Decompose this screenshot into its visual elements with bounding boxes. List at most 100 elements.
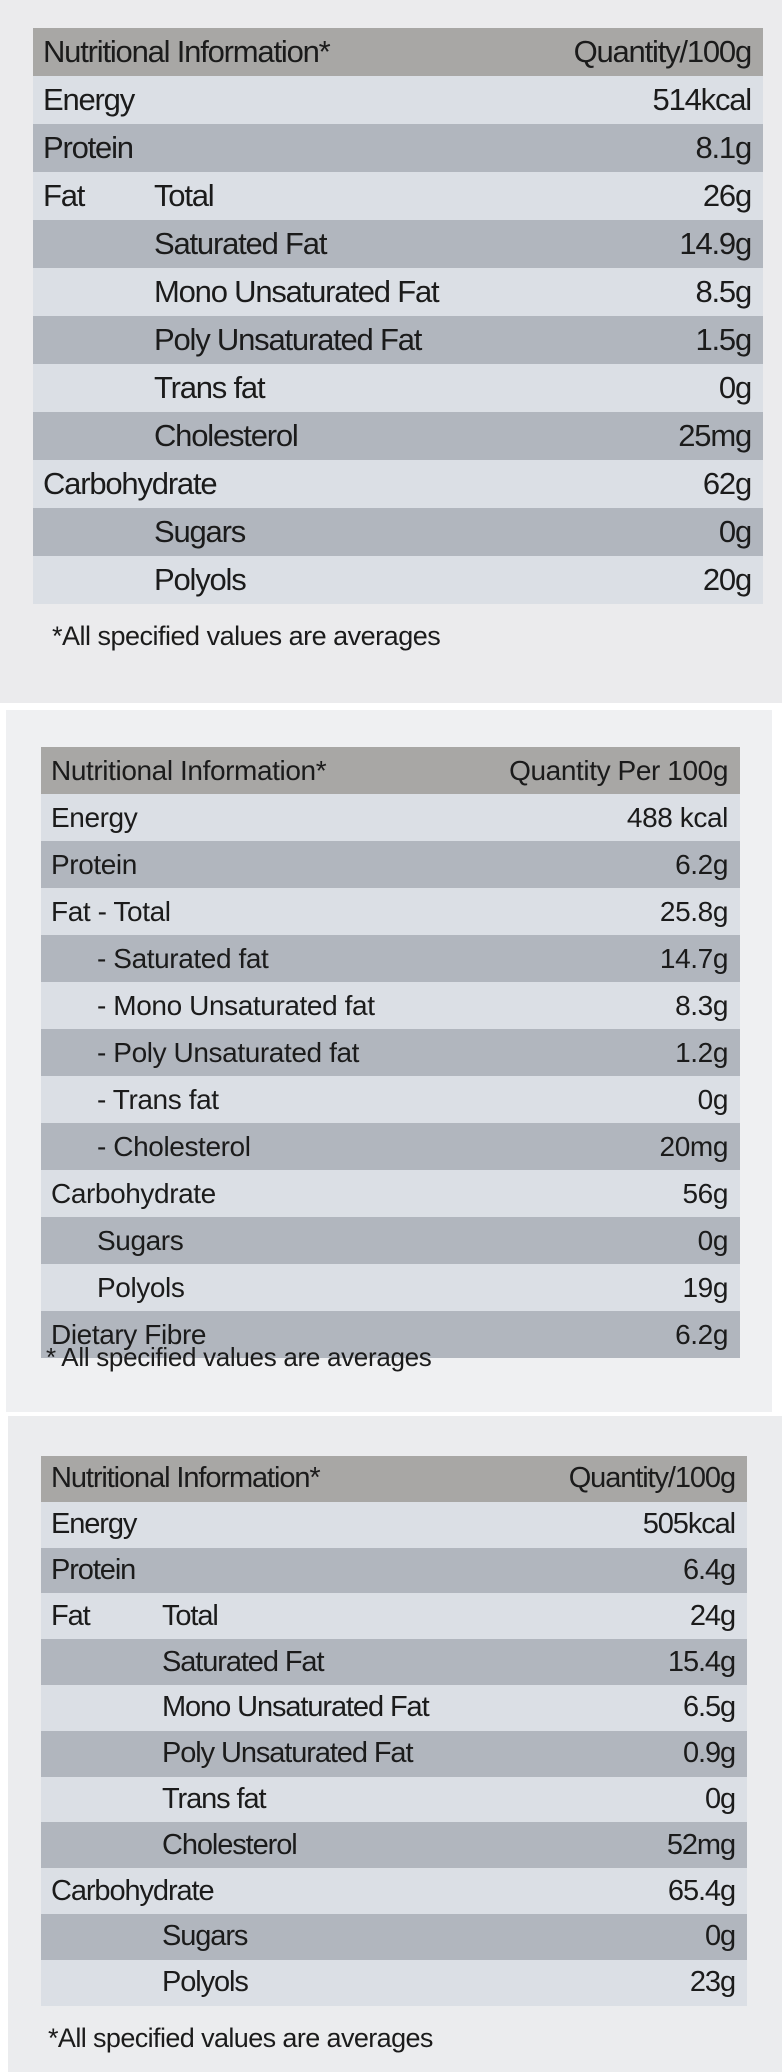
- nutrient-label: Poly Unsaturated Fat: [154, 322, 422, 357]
- table-row: Fat Total 26g: [33, 172, 763, 220]
- table-row: Poly Unsaturated Fat 1.5g: [33, 316, 763, 364]
- table-row: Saturated Fat 15.4g: [41, 1639, 747, 1685]
- nutrient-label: Saturated Fat: [154, 226, 327, 261]
- table-row: - Saturated fat 14.7g: [41, 935, 740, 982]
- nutrient-value: 6.2g: [675, 848, 728, 880]
- table-row: Mono Unsaturated Fat 6.5g: [41, 1684, 747, 1731]
- header-label: Nutritional Information*: [51, 754, 327, 786]
- table-row: - Mono Unsaturated fat 8.3g: [41, 982, 740, 1029]
- table-row: Carbohydrate 65.4g: [41, 1868, 747, 1914]
- nutrient-label: Polyols: [97, 1271, 185, 1303]
- nutrient-value: 514kcal: [652, 82, 753, 117]
- nutrient-label: Trans fat: [154, 370, 266, 405]
- table-row: Polyols 20g: [33, 556, 763, 604]
- table-row: Sugars 0g: [41, 1217, 740, 1264]
- table-row: Dietary Fibre 6.2g: [41, 1311, 740, 1358]
- footnote: *All specified values are averages: [52, 621, 441, 651]
- group-label: Fat: [43, 178, 85, 213]
- nutrient-label: Polyols: [154, 562, 247, 597]
- nutrient-value: 20g: [702, 562, 752, 597]
- nutrient-label: Energy: [51, 801, 138, 833]
- table-row: Protein 6.2g: [41, 841, 740, 888]
- nutrient-value: 0g: [704, 1920, 736, 1953]
- table-row: Cholesterol 52mg: [41, 1822, 747, 1869]
- table-row: - Trans fat 0g: [41, 1076, 740, 1123]
- nutrient-value: 8.3g: [675, 989, 728, 1021]
- table-row: Trans fat 0g: [41, 1776, 747, 1823]
- table-row: Protein 8.1g: [33, 124, 763, 172]
- table-row: Energy 488 kcal: [41, 794, 740, 841]
- nutrient-value: 6.4g: [682, 1553, 736, 1586]
- nutrient-sublabel: Total: [162, 1599, 219, 1632]
- nutrition-panel-3: Nutritional Information* Quantity/100g E…: [8, 1416, 782, 2072]
- nutrient-value: 0.9g: [682, 1737, 736, 1770]
- nutrient-value: 14.7g: [659, 942, 728, 974]
- table-row: Sugars 0g: [41, 1913, 747, 1960]
- nutrient-value: 505kcal: [642, 1508, 736, 1541]
- nutrient-label: - Saturated fat: [97, 942, 269, 974]
- footnote: * All specified values are averages: [46, 1342, 432, 1372]
- nutrient-label: Mono Unsaturated Fat: [162, 1691, 430, 1724]
- nutrient-value: 56g: [682, 1177, 728, 1209]
- nutrient-label: Protein: [43, 130, 134, 165]
- nutrient-label: Fat Total: [41, 1600, 690, 1633]
- nutrient-label: Sugars: [162, 1920, 248, 1953]
- nutrition-table: Nutritional Information* Quantity/100g E…: [41, 1456, 747, 2006]
- table-row: Energy 514kcal: [33, 76, 763, 124]
- table-row: Polyols 23g: [41, 1959, 747, 2006]
- nutrient-value: 6.5g: [682, 1691, 736, 1724]
- nutrient-label: - Cholesterol: [97, 1130, 251, 1162]
- nutrient-value: 488 kcal: [626, 801, 728, 833]
- table-header: Nutritional Information* Quantity Per 10…: [41, 747, 740, 794]
- header-value: Quantity/100g: [568, 1462, 736, 1495]
- nutrient-label: Protein: [51, 848, 137, 880]
- table-row: Sugars 0g: [33, 508, 763, 556]
- table-row: Trans fat 0g: [33, 364, 763, 412]
- nutrient-value: 0g: [718, 370, 752, 405]
- nutrient-value: 0g: [718, 514, 752, 549]
- table-row: Protein 6.4g: [41, 1547, 747, 1594]
- table-row: - Poly Unsaturated fat 1.2g: [41, 1029, 740, 1076]
- nutrient-label: Carbohydrate: [43, 466, 218, 501]
- nutrition-panel-2: Nutritional Information* Quantity Per 10…: [6, 710, 772, 1412]
- table-header: Nutritional Information* Quantity/100g: [33, 28, 763, 76]
- nutrient-value: 62g: [702, 466, 752, 501]
- table-row: Mono Unsaturated Fat 8.5g: [33, 268, 763, 316]
- nutrient-label: Energy: [51, 1508, 137, 1541]
- nutrient-value: 65.4g: [667, 1874, 736, 1907]
- table-row: Cholesterol 25mg: [33, 412, 763, 460]
- nutrient-value: 52mg: [666, 1828, 736, 1861]
- nutrient-label: - Trans fat: [97, 1083, 219, 1115]
- header-value: Quantity/100g: [573, 34, 753, 69]
- nutrient-value: 0g: [697, 1083, 729, 1115]
- table-row: - Cholesterol 20mg: [41, 1123, 740, 1170]
- nutrient-label: Poly Unsaturated Fat: [162, 1737, 414, 1770]
- table-row: Carbohydrate 62g: [33, 460, 763, 508]
- nutrient-label: Energy: [43, 82, 135, 117]
- nutrition-table: Nutritional Information* Quantity/100g E…: [33, 28, 763, 604]
- nutrient-value: 19g: [682, 1271, 728, 1303]
- nutrient-value: 8.1g: [695, 130, 752, 165]
- nutrient-label: Sugars: [154, 514, 246, 549]
- nutrient-label: Saturated Fat: [162, 1645, 325, 1678]
- nutrient-sublabel: Total: [154, 178, 215, 213]
- nutrient-value: 1.5g: [695, 322, 752, 357]
- nutrient-value: 1.2g: [675, 1036, 728, 1068]
- nutrient-value: 0g: [697, 1224, 729, 1256]
- table-header: Nutritional Information* Quantity/100g: [41, 1456, 747, 1502]
- footnote: *All specified values are averages: [48, 2023, 433, 2053]
- nutrient-value: 15.4g: [667, 1645, 736, 1678]
- nutrient-label: Cholesterol: [162, 1828, 298, 1861]
- table-row: Poly Unsaturated Fat 0.9g: [41, 1730, 747, 1777]
- header-label: Nutritional Information*: [43, 34, 331, 69]
- nutrient-label: Fat Total: [33, 178, 703, 214]
- nutrition-panel-1: Nutritional Information* Quantity/100g E…: [0, 0, 782, 703]
- nutrient-label: - Poly Unsaturated fat: [97, 1036, 359, 1068]
- nutrient-label: Fat - Total: [51, 895, 171, 927]
- nutrient-label: Trans fat: [162, 1782, 267, 1815]
- nutrient-value: 25mg: [678, 418, 752, 453]
- nutrient-label: Carbohydrate: [51, 1177, 216, 1209]
- nutrient-value: 25.8g: [659, 895, 728, 927]
- nutrient-label: Cholesterol: [154, 418, 299, 453]
- nutrient-label: Sugars: [97, 1224, 184, 1256]
